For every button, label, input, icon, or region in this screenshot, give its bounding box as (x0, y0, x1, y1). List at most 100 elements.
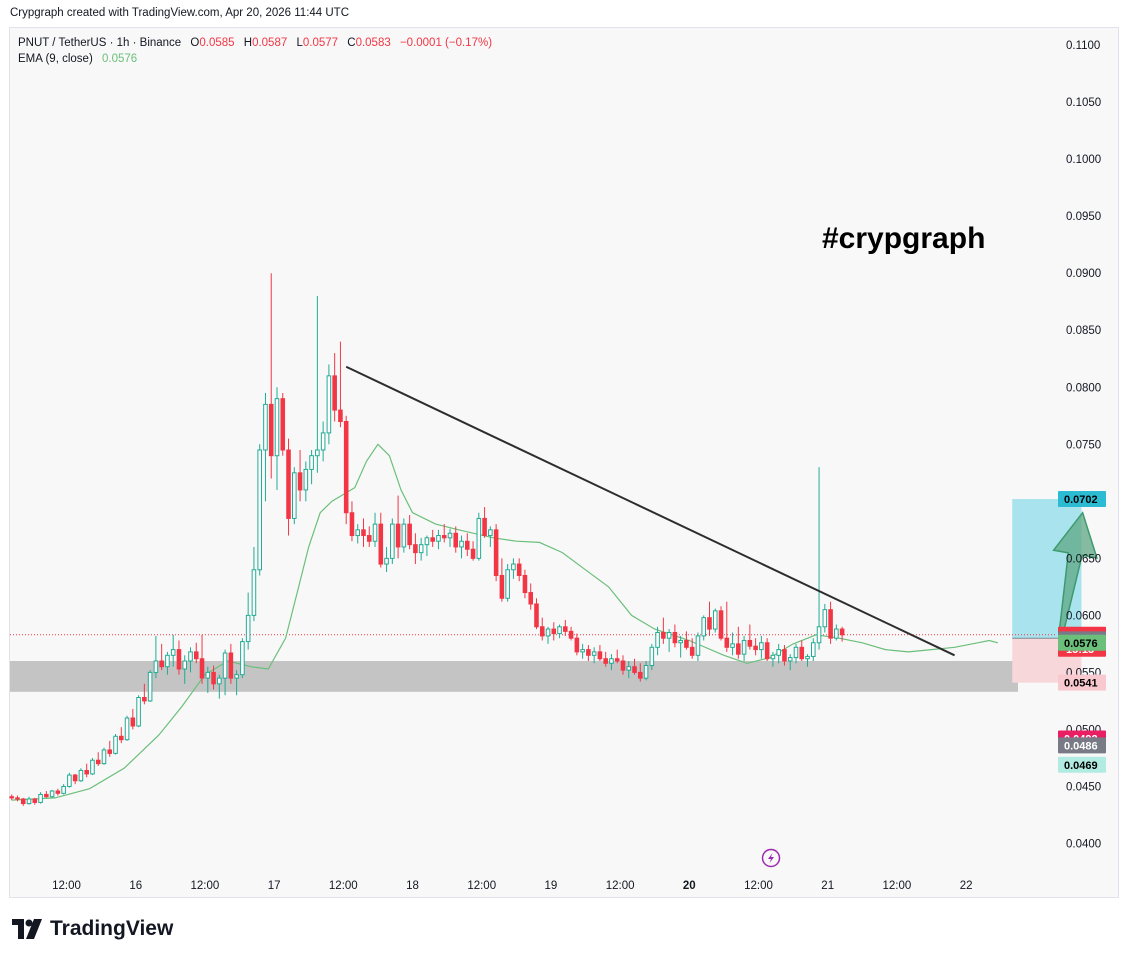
candle-body (15, 797, 20, 800)
price-badge-bg (1058, 737, 1106, 754)
candle-body (465, 540, 470, 550)
candle-body (597, 651, 603, 660)
candle-body (193, 651, 199, 660)
x-tick-label: 12:00 (329, 880, 358, 892)
x-tick-label: 18 (406, 880, 419, 892)
candle-body (603, 658, 608, 664)
x-tick-label: 12:00 (744, 880, 773, 892)
candle-body (764, 642, 770, 660)
trendline (345, 365, 955, 657)
candle-body (326, 375, 332, 434)
candle-body (482, 517, 487, 537)
legend-ema-label: EMA (9, close) (18, 53, 93, 65)
candle-body (303, 468, 309, 491)
candle-body (390, 523, 395, 559)
x-tick-label: 17 (268, 880, 281, 892)
candle-body (522, 574, 528, 594)
candle-body (499, 574, 505, 599)
candle-body (586, 649, 591, 656)
x-tick-label: 12:00 (883, 880, 912, 892)
candle-body (539, 626, 545, 637)
candle-body (488, 529, 493, 537)
candle-body (274, 398, 280, 457)
candle-body (292, 472, 297, 519)
price-badge-label: 0.0576 (1064, 638, 1098, 650)
candle-body (609, 658, 614, 664)
price-badge-bg (1058, 674, 1106, 691)
y-tick-label: 0.0900 (1066, 268, 1101, 280)
candle-body (245, 614, 251, 643)
price-badge: 0.0541 (1058, 674, 1106, 691)
candle-body (580, 649, 585, 653)
candle-body (309, 455, 314, 470)
x-tick-label: 20 (683, 880, 696, 892)
candle-body (107, 749, 113, 754)
candle-body (165, 654, 170, 668)
candle-body (124, 717, 130, 741)
x-tick-label: 12:00 (606, 880, 635, 892)
candle-body (661, 631, 666, 639)
tradingview-logo[interactable]: TradingView (12, 917, 173, 941)
price-badge: 0.0486 (1058, 737, 1106, 754)
candle-body (724, 637, 730, 648)
candle-body (257, 449, 262, 571)
candle-body (591, 651, 597, 656)
candle-body (101, 749, 107, 765)
y-tick-label: 0.0600 (1066, 610, 1101, 622)
legend-high: 0.0587 (252, 37, 288, 49)
candle-body (49, 790, 55, 798)
candle-body (286, 449, 291, 519)
candle-body (730, 643, 735, 648)
candle-body (136, 696, 141, 727)
up-arrow (1052, 511, 1098, 634)
candle-body (816, 626, 822, 644)
candle-body (263, 403, 268, 451)
candle-body (26, 798, 32, 805)
price-badge-bg (1058, 491, 1106, 508)
candle-body (90, 759, 95, 775)
candle-body (401, 523, 407, 548)
tradingview-logo-icon (12, 919, 42, 939)
candle-body (678, 639, 683, 644)
candle-body (828, 609, 833, 639)
candle-body (643, 665, 649, 679)
legend-close-label: C (347, 37, 356, 49)
candle-body (61, 785, 66, 794)
candle-body (534, 603, 539, 628)
chart-frame (9, 27, 1119, 898)
legend-open: 0.0585 (199, 37, 235, 49)
candle-body (563, 626, 568, 632)
x-tick-label: 19 (545, 880, 558, 892)
candle-body (712, 610, 718, 630)
candle-body (130, 717, 136, 727)
y-tick-label: 0.0750 (1066, 439, 1101, 451)
candle-body (113, 735, 118, 754)
y-tick-label: 0.0850 (1066, 325, 1101, 337)
candle-body (776, 649, 781, 656)
candle-body (453, 532, 459, 548)
candle-body (38, 793, 43, 803)
x-tick-label: 22 (960, 880, 973, 892)
candle-body (240, 641, 245, 676)
candle-body (430, 537, 435, 542)
candle-body (32, 798, 38, 803)
candle-body (793, 646, 799, 659)
candle-body (297, 472, 303, 491)
candle-body (695, 635, 701, 656)
price-badge-label: 0.0469 (1064, 760, 1098, 772)
candle-body (834, 628, 839, 639)
price-badge-label: 0.0486 (1064, 740, 1098, 752)
candle-body (574, 637, 580, 653)
candle-body (568, 630, 574, 639)
candle-body (251, 569, 257, 616)
legend-symbol: PNUT / TetherUS · 1h · Binance (18, 37, 182, 49)
candle-body (378, 523, 384, 565)
x-tick-label: 16 (129, 880, 142, 892)
y-tick-label: 0.0950 (1066, 211, 1101, 223)
candle-body (20, 798, 26, 805)
candle-body (799, 646, 805, 660)
legend-close: 0.0583 (355, 37, 391, 49)
candle-body (9, 796, 15, 799)
legend-open-label: O (190, 37, 200, 49)
